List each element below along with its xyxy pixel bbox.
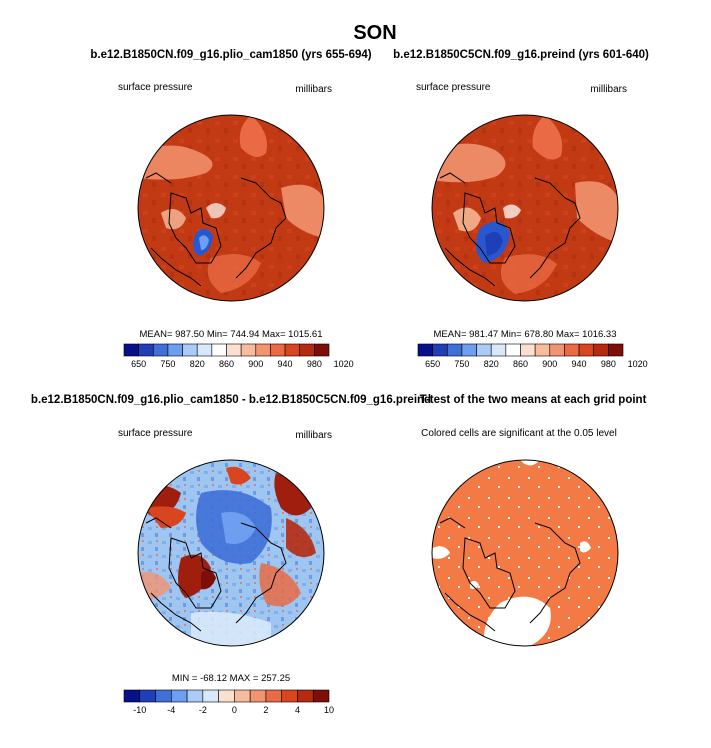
panel-1-colorbar-swatch	[211, 343, 227, 357]
panel-2-colorbar-swatch	[578, 343, 595, 357]
panel-2-colorbar-swatch	[534, 343, 551, 357]
panel-3-variable-label: surface pressure	[118, 428, 193, 439]
panel-1-units-label: millibars	[295, 84, 332, 95]
panel-3-colorbar-tick: -2	[199, 705, 207, 715]
panel-2-colorbar-tick: 940	[572, 359, 587, 369]
panel-2-colorbar-swatch	[446, 343, 463, 357]
panel-1-colorbar-tick: 820	[190, 359, 205, 369]
panel-2-colorbar-swatch	[490, 343, 507, 357]
panel-1-colorbar-tick: 750	[160, 359, 175, 369]
panel-3-colorbar-tick: 2	[263, 705, 268, 715]
panel-2-colorbar-tick: 650	[425, 359, 440, 369]
panel-2-colorbar-swatch	[520, 343, 536, 357]
panel-1-colorbar-swatch	[182, 343, 198, 357]
panel-3-colorbar-swatch	[139, 689, 156, 703]
panel-2-variable-label: surface pressure	[416, 82, 491, 93]
panel-1-colorbar-swatch	[152, 343, 169, 357]
panel-1-colorbar-tick: 900	[248, 359, 263, 369]
panel-2-colorbar-swatch	[417, 343, 433, 357]
panel-3-units-label: millibars	[295, 430, 332, 441]
panel-3-stats: MIN = -68.12 MAX = 257.25	[172, 673, 290, 684]
panel-3-colorbar-swatch	[234, 689, 251, 703]
panel-2-colorbar-swatch	[564, 343, 580, 357]
panel-1-variable-label: surface pressure	[118, 82, 193, 93]
panel-2-colorbar-tick: 900	[542, 359, 557, 369]
panel-2-stats: MEAN= 981.47 Min= 678.80 Max= 1016.33	[434, 329, 617, 340]
panel-1-colorbar-swatch	[226, 343, 242, 357]
panel-1-colorbar-swatch	[270, 343, 286, 357]
panel-3-colorbar-tick: 0	[232, 705, 237, 715]
panel-1-colorbar-swatch	[123, 343, 139, 357]
panel-4-insignificant-region	[484, 596, 551, 646]
panel-3-colorbar-swatch	[155, 689, 172, 703]
panel-4: T-test of the two means at each grid poi…	[420, 394, 647, 647]
panel-2-colorbar-swatch	[549, 343, 565, 357]
panel-2-colorbar-tick: 860	[513, 359, 528, 369]
panel-3: b.e12.B1850CN.f09_g16.plio_cam1850 - b.e…	[31, 394, 431, 715]
panel-1-colorbar: 650 750 820 860 900 940 980 1020	[123, 343, 354, 369]
panel-2-colorbar-tick: 1020	[628, 359, 648, 369]
panel-1-colorbar-tick: 1020	[334, 359, 354, 369]
panel-3-colorbar-swatch	[312, 689, 330, 703]
panel-1-colorbar-swatch	[284, 343, 301, 357]
panel-1-map	[137, 114, 325, 302]
panel-3-colorbar-swatch	[297, 689, 314, 703]
panel-3-colorbar: -10 -4 -2 0 2 4 10	[123, 689, 334, 715]
panel-1-colorbar-tick: 860	[219, 359, 234, 369]
panel-2-colorbar-swatch	[476, 343, 492, 357]
panel-2-units-label: millibars	[590, 84, 627, 95]
panel-1-colorbar-tick: 650	[131, 359, 146, 369]
panel-3-colorbar-swatch	[123, 689, 141, 703]
panel-2-colorbar-tick: 750	[454, 359, 469, 369]
panel-3-colorbar-swatch	[186, 689, 204, 703]
panel-2-colorbar-swatch	[593, 343, 609, 357]
panel-3-colorbar-swatch	[249, 689, 267, 703]
panel-2-colorbar: 650 750 820 860 900 940 980 1020	[417, 343, 648, 369]
panel-1-colorbar-swatch	[196, 343, 213, 357]
panel-1-stats: MEAN= 987.50 Min= 744.94 Max= 1015.61	[140, 329, 323, 340]
panel-3-colorbar-swatch	[171, 689, 188, 703]
panel-4-note: Colored cells are significant at the 0.0…	[421, 428, 617, 439]
panel-3-colorbar-tick: 10	[324, 705, 334, 715]
panel-3-colorbar-tick: 4	[295, 705, 300, 715]
panel-3-colorbar-swatch	[202, 689, 219, 703]
panel-1-colorbar-swatch	[167, 343, 183, 357]
panel-1-colorbar-tick: 940	[278, 359, 293, 369]
panel-2-map	[431, 114, 619, 302]
panel-3-map	[137, 459, 325, 647]
panel-2-colorbar-swatch	[505, 343, 521, 357]
panel-1-title: b.e12.B1850CN.f09_g16.plio_cam1850 (yrs …	[90, 49, 371, 61]
panel-3-colorbar-tick: -4	[167, 705, 175, 715]
panel-1-colorbar-swatch	[240, 343, 257, 357]
panel-4-title: T-test of the two means at each grid poi…	[420, 394, 647, 406]
panel-3-colorbar-swatch	[265, 689, 282, 703]
panel-3-colorbar-tick: -10	[133, 705, 146, 715]
panel-1-colorbar-swatch	[314, 343, 330, 357]
panel-2-colorbar-tick: 820	[484, 359, 499, 369]
panel-4-map	[431, 459, 619, 647]
panel-2-colorbar-swatch	[461, 343, 477, 357]
panel-2-colorbar-swatch	[432, 343, 448, 357]
panel-1-colorbar-swatch	[255, 343, 271, 357]
panel-2-colorbar-tick: 980	[601, 359, 616, 369]
panel-3-title: b.e12.B1850CN.f09_g16.plio_cam1850 - b.e…	[31, 394, 431, 406]
panel-1: b.e12.B1850CN.f09_g16.plio_cam1850 (yrs …	[90, 49, 371, 369]
panel-2-title: b.e12.B1850C5CN.f09_g16.preind (yrs 601-…	[393, 49, 649, 61]
panel-2: b.e12.B1850C5CN.f09_g16.preind (yrs 601-…	[393, 49, 649, 369]
figure-title: SON	[353, 22, 396, 44]
panel-1-colorbar-tick: 980	[307, 359, 322, 369]
panel-3-colorbar-swatch	[281, 689, 298, 703]
panel-2-colorbar-swatch	[608, 343, 624, 357]
panel-1-colorbar-swatch	[138, 343, 154, 357]
panel-1-colorbar-swatch	[299, 343, 315, 357]
panel-3-colorbar-swatch	[218, 689, 235, 703]
